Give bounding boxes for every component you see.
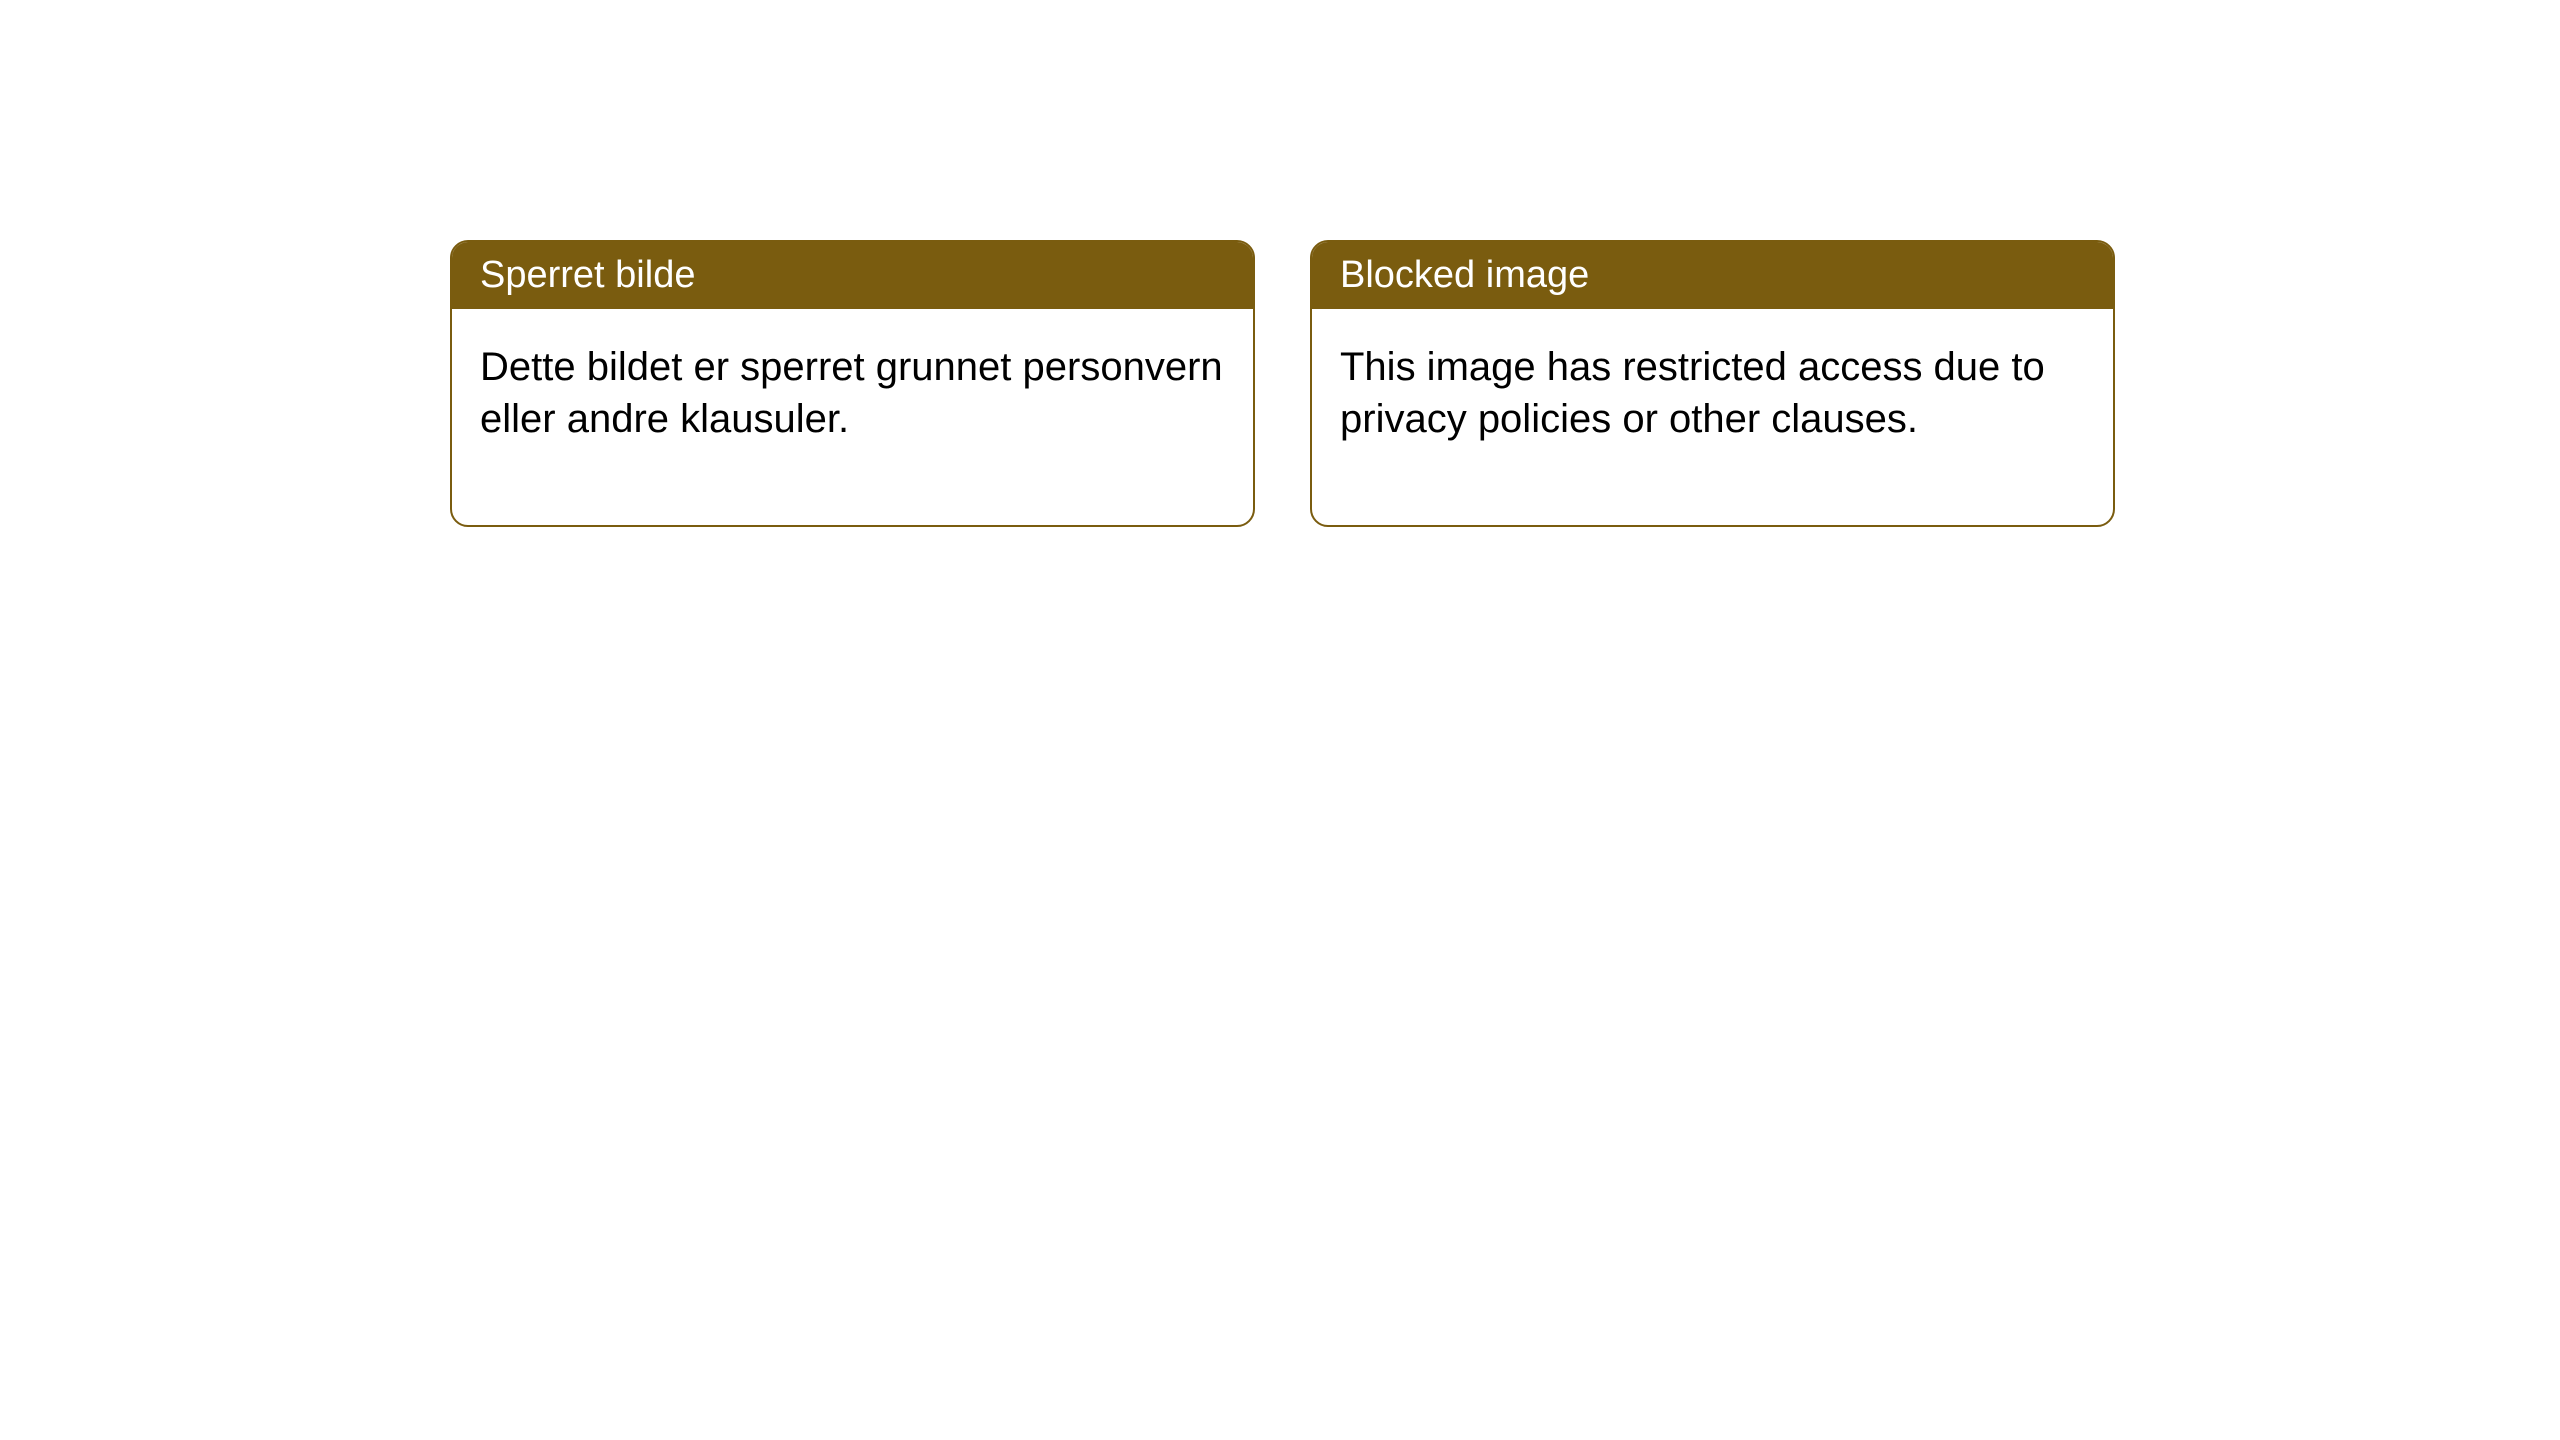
card-body: This image has restricted access due to … [1312,309,2113,525]
card-header: Blocked image [1312,242,2113,309]
card-header: Sperret bilde [452,242,1253,309]
cards-container: Sperret bilde Dette bildet er sperret gr… [450,240,2115,527]
blocked-image-card-en: Blocked image This image has restricted … [1310,240,2115,527]
card-body: Dette bildet er sperret grunnet personve… [452,309,1253,525]
blocked-image-card-no: Sperret bilde Dette bildet er sperret gr… [450,240,1255,527]
